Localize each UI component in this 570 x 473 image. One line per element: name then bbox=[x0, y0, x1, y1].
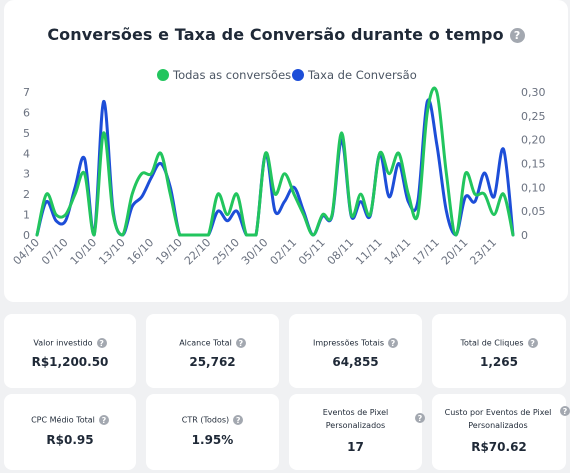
metric-label: CPC Médio Total bbox=[31, 415, 95, 425]
metric-label: Valor investido bbox=[33, 338, 93, 348]
help-icon[interactable]: ? bbox=[415, 413, 425, 423]
x-tick-label: 22/10 bbox=[182, 236, 214, 268]
y-left-tick-label: 4 bbox=[23, 147, 30, 160]
metric-value: 1.95% bbox=[191, 433, 234, 447]
x-tick-label: 08/11 bbox=[325, 236, 357, 268]
metric-card-impressoes-totais: Impressões Totais? 64,855 bbox=[289, 314, 422, 388]
help-icon[interactable]: ? bbox=[96, 338, 107, 348]
y-left-tick-label: 0 bbox=[23, 229, 30, 242]
metric-value: 64,855 bbox=[332, 355, 379, 369]
y-right-tick-label: 0,25 bbox=[521, 110, 546, 123]
x-tick-label: 17/11 bbox=[410, 236, 442, 268]
metric-label: Eventos de Pixel Personalizados bbox=[322, 408, 389, 430]
y-left-tick-label: 6 bbox=[23, 106, 30, 119]
help-icon[interactable]: ? bbox=[387, 338, 398, 348]
chart-title-row: Conversões e Taxa de Conversão durante o… bbox=[4, 25, 568, 44]
help-icon[interactable]: ? bbox=[233, 415, 244, 425]
y-left-tick-label: 5 bbox=[23, 127, 30, 140]
legend-label-1: Taxa de Conversão bbox=[307, 68, 417, 82]
x-tick-label: 30/10 bbox=[239, 236, 271, 268]
metric-card-valor-investido: Valor investido? R$1,200.50 bbox=[4, 314, 136, 388]
x-tick-label: 20/11 bbox=[439, 236, 471, 268]
chart-title: Conversões e Taxa de Conversão durante o… bbox=[47, 25, 504, 44]
x-tick-label: 16/10 bbox=[125, 236, 157, 268]
x-tick-label: 10/10 bbox=[68, 236, 100, 268]
y-right-tick-label: 0,10 bbox=[521, 181, 546, 194]
x-tick-label: 23/11 bbox=[467, 236, 499, 268]
y-right-tick-label: 0,15 bbox=[521, 158, 546, 171]
y-left-tick-label: 2 bbox=[23, 188, 30, 201]
metric-label: CTR (Todos) bbox=[181, 415, 230, 425]
x-tick-label: 25/10 bbox=[210, 236, 242, 268]
y-right-tick-label: 0 bbox=[521, 229, 528, 242]
x-tick-label: 02/11 bbox=[268, 236, 300, 268]
help-icon[interactable]: ? bbox=[235, 338, 246, 348]
metric-value: 17 bbox=[347, 440, 364, 454]
chart-card: Conversões e Taxa de Conversão durante o… bbox=[4, 0, 568, 302]
metric-label: Custo por Eventos de Pixel Personalizado… bbox=[444, 408, 552, 430]
legend-label-0: Todas as conversões bbox=[172, 68, 291, 82]
legend-marker-1 bbox=[292, 69, 304, 81]
y-right-tick-label: 0,20 bbox=[521, 134, 546, 147]
metric-card-alcance-total: Alcance Total? 25,762 bbox=[146, 314, 279, 388]
metric-value: R$0.95 bbox=[46, 433, 94, 447]
help-icon[interactable]: ? bbox=[509, 28, 525, 43]
y-left-tick-label: 7 bbox=[23, 86, 30, 99]
metric-value: 1,265 bbox=[480, 355, 518, 369]
metric-card-ctr-todos: CTR (Todos)? 1.95% bbox=[146, 394, 279, 470]
metric-label: Alcance Total bbox=[179, 338, 232, 348]
x-tick-label: 11/11 bbox=[353, 236, 385, 268]
conversions-chart: 0123456700,050,100,150,200,250,3004/1007… bbox=[11, 68, 546, 268]
metric-label: Impressões Totais bbox=[313, 338, 384, 348]
metric-card-cpc-medio-total: CPC Médio Total? R$0.95 bbox=[4, 394, 136, 470]
x-tick-label: 07/10 bbox=[39, 236, 71, 268]
y-right-tick-label: 0,30 bbox=[521, 86, 546, 99]
x-tick-label: 05/11 bbox=[296, 236, 328, 268]
help-icon[interactable]: ? bbox=[98, 415, 109, 425]
y-left-tick-label: 1 bbox=[23, 209, 30, 222]
y-left-tick-label: 3 bbox=[23, 168, 30, 181]
metric-label: Total de Cliques bbox=[460, 338, 524, 348]
y-right-tick-label: 0,05 bbox=[521, 205, 546, 218]
metric-card-eventos-de-pixel: Eventos de Pixel Personalizados ? 17 bbox=[289, 394, 425, 470]
help-icon[interactable]: ? bbox=[527, 338, 538, 348]
metric-value: R$70.62 bbox=[471, 440, 527, 454]
metric-value: R$1,200.50 bbox=[31, 355, 109, 369]
series-line-todas-as-conversoes bbox=[35, 86, 515, 237]
metric-card-total-de-cliques: Total de Cliques? 1,265 bbox=[432, 314, 566, 388]
metric-value: 25,762 bbox=[189, 355, 236, 369]
legend-marker-0 bbox=[157, 69, 169, 81]
x-tick-label: 14/11 bbox=[382, 236, 414, 268]
metric-card-custo-por-eventos: Custo por Eventos de Pixel Personalizado… bbox=[432, 394, 570, 470]
help-icon[interactable]: ? bbox=[560, 406, 570, 416]
x-tick-label: 19/10 bbox=[153, 236, 185, 268]
x-tick-label: 13/10 bbox=[96, 236, 128, 268]
